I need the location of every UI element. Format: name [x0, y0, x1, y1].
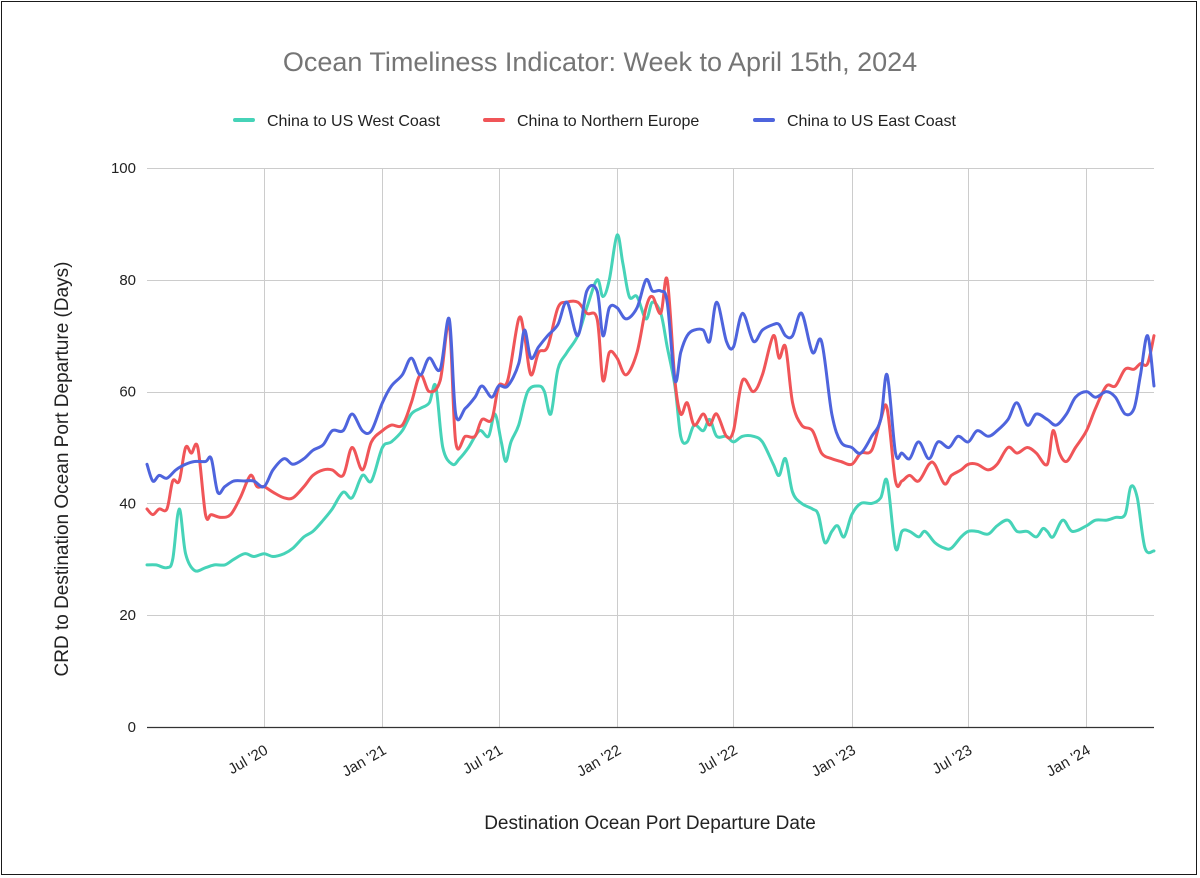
legend-label: China to US West Coast — [267, 113, 441, 130]
x-tick-label: Jul '22 — [695, 742, 741, 778]
legend-label: China to Northern Europe — [517, 113, 699, 130]
legend-label: China to US East Coast — [787, 113, 957, 130]
y-tick-label: 60 — [119, 384, 136, 401]
y-axis-label: CRD to Destination Ocean Port Departure … — [52, 262, 73, 677]
legend: China to US West Coast China to Northern … — [233, 113, 957, 130]
y-tick-label: 40 — [119, 495, 136, 512]
y-gridlines — [147, 168, 1154, 616]
x-tick-label: Jul '23 — [930, 742, 976, 778]
x-axis-ticks: Jul '20 Jan '21 Jul '21 Jan '22 Jul '22 Jan '… — [225, 742, 1093, 781]
x-tick-label: Jan '23 — [809, 742, 859, 781]
x-tick-label: Jan '24 — [1043, 742, 1093, 781]
y-tick-label: 100 — [111, 160, 136, 177]
x-tick-label: Jan '22 — [574, 742, 624, 781]
y-axis-ticks: 0 20 40 60 80 100 — [111, 160, 136, 736]
series-line-1 — [145, 276, 1156, 521]
x-gridlines — [264, 168, 1087, 727]
y-tick-label: 0 — [128, 719, 136, 736]
y-tick-label: 20 — [119, 607, 136, 624]
x-tick-label: Jan '21 — [339, 742, 389, 781]
x-tick-label: Jul '20 — [225, 742, 271, 778]
x-axis-label: Destination Ocean Port Departure Date — [484, 813, 816, 834]
series-lines — [145, 233, 1156, 573]
y-tick-label: 80 — [119, 272, 136, 289]
chart-title: Ocean Timeliness Indicator: Week to Apri… — [283, 47, 917, 77]
series-line-2 — [145, 277, 1156, 496]
x-tick-label: Jul '21 — [460, 742, 506, 778]
